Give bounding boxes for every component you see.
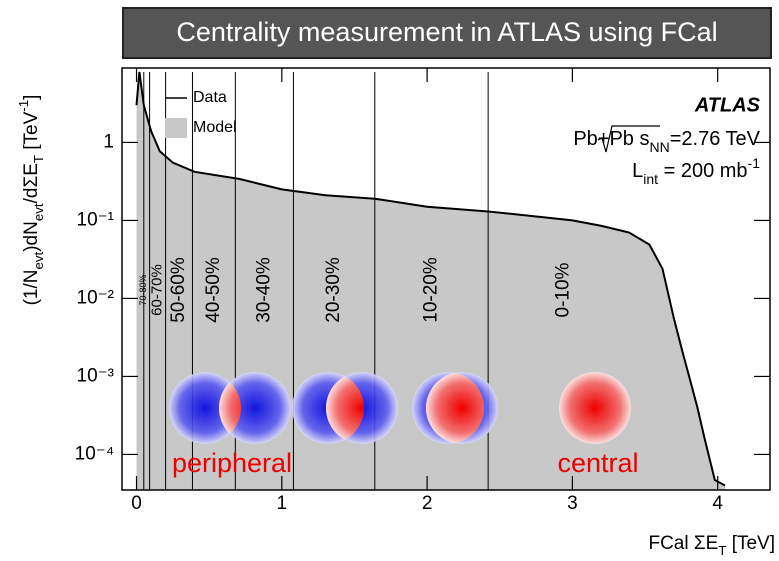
y-axis-label-part: (1/N bbox=[21, 270, 42, 306]
y-tick-label: 10⁻¹ bbox=[77, 209, 115, 230]
legend-label: Data bbox=[193, 89, 227, 106]
centrality-label: 70-80% bbox=[138, 274, 148, 305]
system-label-part: s bbox=[640, 128, 650, 150]
x-tick-label: 3 bbox=[567, 493, 578, 514]
nucleus-pair bbox=[412, 372, 498, 444]
centrality-label: 20-30% bbox=[323, 257, 344, 323]
system-label: Pb+Pb sNN=2.76 TeV bbox=[573, 128, 760, 154]
y-axis-label-part: [TeV bbox=[21, 111, 42, 155]
x-axis-label-part: FCal ΣE bbox=[648, 533, 718, 554]
y-axis-label-part: evt bbox=[31, 203, 46, 221]
nucleus-blue bbox=[169, 372, 241, 444]
overlay: 0-10% 10-20% 20-30% 30-40% 40-50% 50-60%60-70… bbox=[138, 89, 760, 478]
experiment-label: ATLAS bbox=[694, 94, 761, 116]
nucleus-red bbox=[559, 372, 631, 444]
central-label: central bbox=[557, 448, 638, 478]
centrality-label: 10-20% bbox=[420, 257, 441, 323]
centrality-label: 30-40% bbox=[253, 257, 274, 323]
y-axis-label-part: evt bbox=[31, 251, 46, 269]
overlap bbox=[326, 372, 364, 444]
y-axis-label-part: ] bbox=[21, 95, 42, 100]
x-tick-label: 2 bbox=[422, 493, 433, 514]
luminosity-label-part: -1 bbox=[748, 155, 761, 171]
data-line bbox=[135, 71, 726, 487]
y-tick-label: 10⁻⁴ bbox=[75, 443, 114, 464]
legend-label: Model bbox=[193, 119, 237, 136]
x-tick-label: 0 bbox=[131, 493, 142, 514]
x-tick-label: 1 bbox=[277, 493, 288, 514]
x-axis-label: FCal ΣET [TeV] bbox=[648, 533, 775, 558]
system-label-part: =2.76 TeV bbox=[670, 128, 761, 150]
nucleus-red bbox=[326, 372, 364, 444]
system-label-part: NN bbox=[650, 139, 670, 155]
centrality-label: 60-70% bbox=[149, 264, 166, 316]
centrality-label: 50-60% bbox=[168, 257, 189, 323]
overlap bbox=[559, 372, 631, 444]
nucleus-pair bbox=[169, 372, 291, 444]
sqrt-sign bbox=[597, 125, 660, 153]
y-tick-label: 1 bbox=[103, 131, 114, 152]
y-tick-label: 10⁻³ bbox=[77, 365, 115, 386]
y-tick-label: 10⁻² bbox=[77, 287, 115, 308]
centrality-label: 0-10% bbox=[553, 262, 574, 317]
y-axis-label-part: )dN bbox=[21, 221, 42, 252]
y-axis-label-part: /dΣE bbox=[21, 163, 42, 203]
y-axis-label: (1/Nevt)dNevt/dΣET [TeV-1] bbox=[16, 95, 46, 306]
luminosity-label-part: = 200 mb bbox=[658, 160, 748, 182]
nucleus-pair bbox=[292, 372, 398, 444]
x-tick-label: 4 bbox=[712, 493, 723, 514]
system-label-part: Pb+Pb bbox=[573, 128, 639, 150]
legend-swatch bbox=[165, 118, 187, 138]
x-axis-label-part: T bbox=[718, 543, 726, 558]
nucleus-blue bbox=[219, 372, 291, 444]
nucleus-pair bbox=[559, 372, 631, 444]
y-axis-label-part: -1 bbox=[16, 100, 31, 112]
luminosity-label: Lint = 200 mb-1 bbox=[632, 155, 760, 187]
title-banner bbox=[122, 7, 772, 59]
y-axis-label-part: T bbox=[31, 155, 46, 163]
chart-title: Centrality measurement in ATLAS using FC… bbox=[176, 17, 717, 47]
x-axis-label-part: [TeV] bbox=[726, 533, 775, 554]
luminosity-label-part: int bbox=[643, 171, 658, 187]
peripheral-label: peripheral bbox=[172, 448, 292, 478]
plot-frame bbox=[121, 67, 771, 491]
centrality-label: 40-50% bbox=[203, 257, 224, 323]
luminosity-label-part: L bbox=[632, 160, 643, 182]
